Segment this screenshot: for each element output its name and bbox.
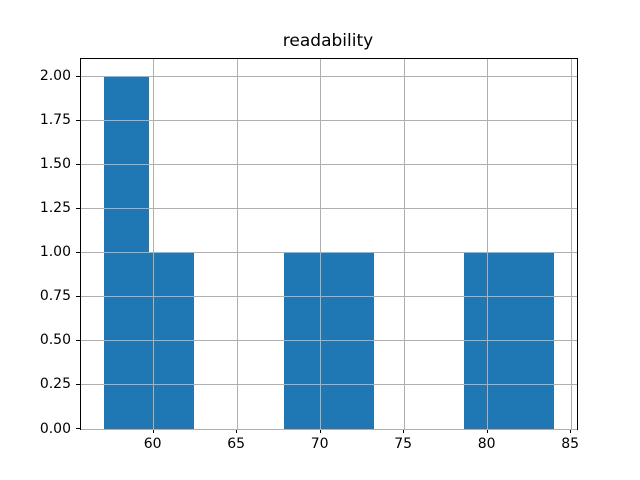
y-tick-mark (76, 383, 80, 385)
x-tick-label: 60 (143, 436, 162, 452)
y-tick-mark (76, 75, 80, 77)
y-tick-mark (76, 251, 80, 253)
y-tick-label: 1.25 (39, 200, 71, 217)
y-tick-label: 0.00 (39, 420, 71, 437)
histogram-bar (148, 252, 194, 429)
x-tick-label: 65 (227, 436, 246, 452)
x-tick-mark (486, 429, 488, 433)
y-tick-label: 0.75 (39, 288, 71, 305)
y-tick-mark (76, 428, 80, 429)
x-tick-mark (403, 429, 405, 433)
y-tick-label: 0.25 (39, 376, 71, 393)
histogram-bar (283, 252, 329, 429)
histogram-bar (103, 76, 149, 429)
histogram-bar (509, 252, 555, 429)
plot-area (80, 58, 578, 430)
y-tick-label: 1.50 (39, 156, 71, 173)
y-tick-mark (76, 119, 80, 121)
x-tick-label: 80 (477, 436, 496, 452)
y-tick-mark (76, 207, 80, 209)
x-tick-mark (236, 429, 238, 433)
x-tick-label: 70 (310, 436, 329, 452)
x-tick-label: 75 (394, 436, 413, 452)
x-tick-label: 85 (561, 436, 580, 452)
y-tick-mark (76, 295, 80, 297)
y-tick-label: 2.00 (39, 68, 71, 85)
x-tick-mark (570, 429, 572, 433)
histogram-bar (329, 252, 375, 429)
y-tick-label: 1.00 (39, 244, 71, 261)
bars-layer (81, 59, 577, 429)
y-tick-mark (76, 339, 80, 341)
x-tick-mark (152, 429, 154, 433)
y-tick-label: 0.50 (39, 332, 71, 349)
y-tick-mark (76, 163, 80, 165)
histogram-bar (464, 252, 510, 429)
y-tick-label: 1.75 (39, 112, 71, 129)
x-tick-mark (319, 429, 321, 433)
chart-title: readability (282, 31, 374, 51)
